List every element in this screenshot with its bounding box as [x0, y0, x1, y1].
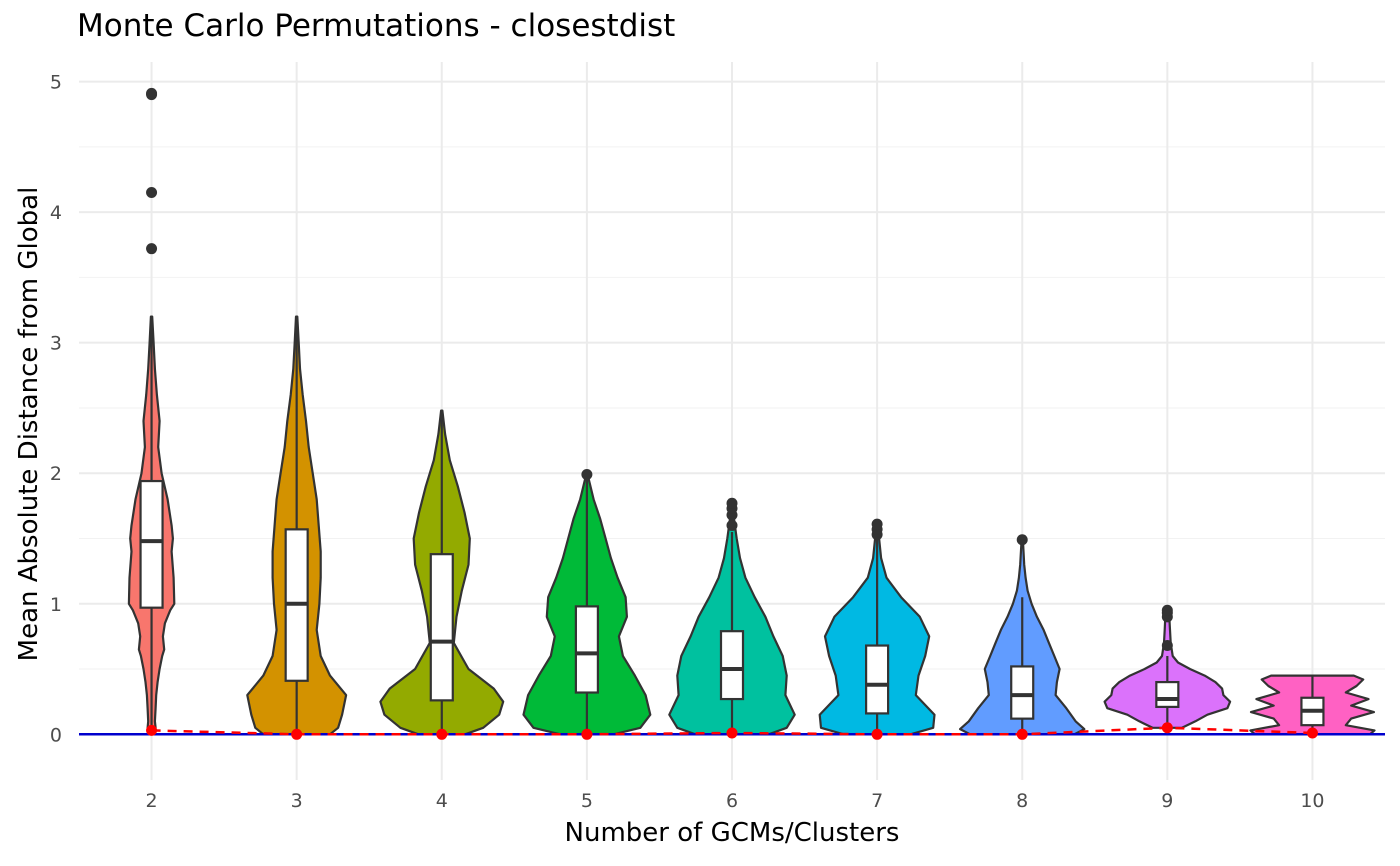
box-4 [429, 553, 454, 702]
outlier-point [871, 518, 883, 530]
y-tick-label: 3 [50, 333, 62, 355]
outlier-point [146, 243, 158, 255]
x-tick-label: 5 [581, 790, 593, 812]
x-axis-label: Number of GCMs/Clusters [564, 818, 900, 848]
x-tick-label: 3 [291, 790, 303, 812]
outlier-point [146, 87, 158, 99]
observed-point [581, 728, 593, 740]
outlier-point [1016, 534, 1028, 546]
x-tick-label: 9 [1161, 790, 1173, 812]
observed-point [1016, 728, 1028, 740]
y-axis-label: Mean Absolute Distance from Global [14, 186, 44, 662]
box-6 [719, 630, 745, 701]
x-tick-label: 2 [146, 790, 158, 812]
x-tick-label: 10 [1300, 790, 1324, 812]
box-9 [1155, 680, 1180, 708]
x-tick-label: 8 [1016, 790, 1028, 812]
observed-values [146, 722, 1318, 740]
y-tick-label: 1 [50, 594, 62, 616]
x-tick-label: 7 [871, 790, 883, 812]
observed-point [1161, 722, 1173, 734]
observed-point [291, 728, 303, 740]
x-tick-label: 6 [726, 790, 738, 812]
outlier-point [146, 187, 158, 199]
y-tick-label: 4 [50, 202, 62, 224]
x-tick-label: 4 [436, 790, 448, 812]
outlier-point [1161, 604, 1173, 616]
box-5 [574, 605, 599, 694]
observed-point [726, 727, 738, 739]
outlier-point [581, 469, 593, 481]
observed-point [436, 728, 448, 740]
chart-title: Monte Carlo Permutations - closestdist [77, 8, 676, 44]
axis-ticks: 0 1 2 3 4 5 2 3 4 5 6 7 8 9 10 [50, 72, 1325, 812]
observed-point [871, 728, 883, 740]
y-tick-label: 2 [50, 463, 62, 485]
outlier-point [1161, 640, 1173, 652]
y-tick-label: 0 [50, 724, 62, 746]
outlier-point [726, 497, 738, 509]
y-tick-label: 5 [50, 72, 62, 94]
box-8 [1010, 665, 1035, 720]
outlier-point [726, 519, 738, 531]
violin-shapes [127, 315, 1376, 736]
box-7 [865, 644, 890, 715]
observed-point [146, 724, 158, 736]
observed-point [1306, 727, 1318, 739]
box-2 [139, 479, 164, 609]
